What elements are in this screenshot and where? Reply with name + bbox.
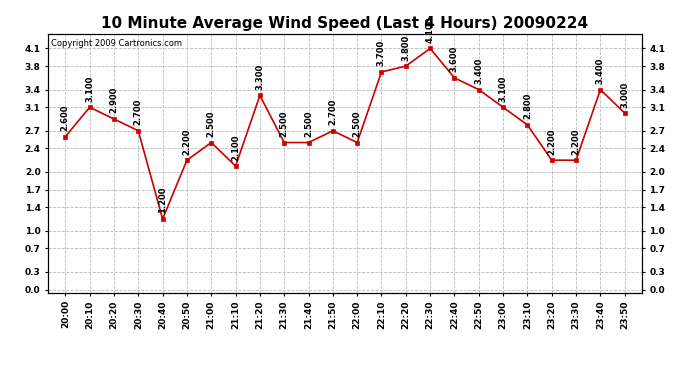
Text: 2.200: 2.200: [182, 128, 191, 154]
Title: 10 Minute Average Wind Speed (Last 4 Hours) 20090224: 10 Minute Average Wind Speed (Last 4 Hou…: [101, 16, 589, 31]
Text: 3.700: 3.700: [377, 40, 386, 66]
Text: 3.000: 3.000: [620, 81, 629, 108]
Text: Copyright 2009 Cartronics.com: Copyright 2009 Cartronics.com: [51, 39, 182, 48]
Text: 2.500: 2.500: [279, 111, 288, 137]
Text: 3.800: 3.800: [402, 34, 411, 60]
Text: 2.500: 2.500: [353, 111, 362, 137]
Text: 2.700: 2.700: [328, 99, 337, 125]
Text: 2.500: 2.500: [207, 111, 216, 137]
Text: 3.100: 3.100: [85, 75, 94, 102]
Text: 3.400: 3.400: [596, 58, 605, 84]
Text: 4.100: 4.100: [426, 16, 435, 43]
Text: 2.900: 2.900: [110, 87, 119, 114]
Text: 2.100: 2.100: [231, 134, 240, 160]
Text: 3.300: 3.300: [255, 64, 264, 90]
Text: 3.600: 3.600: [450, 46, 459, 72]
Text: 2.800: 2.800: [523, 93, 532, 119]
Text: 2.700: 2.700: [134, 99, 143, 125]
Text: 1.200: 1.200: [158, 187, 167, 213]
Text: 3.400: 3.400: [474, 58, 483, 84]
Text: 2.200: 2.200: [571, 128, 580, 154]
Text: 2.600: 2.600: [61, 105, 70, 131]
Text: 2.500: 2.500: [304, 111, 313, 137]
Text: 3.100: 3.100: [499, 75, 508, 102]
Text: 2.200: 2.200: [547, 128, 556, 154]
